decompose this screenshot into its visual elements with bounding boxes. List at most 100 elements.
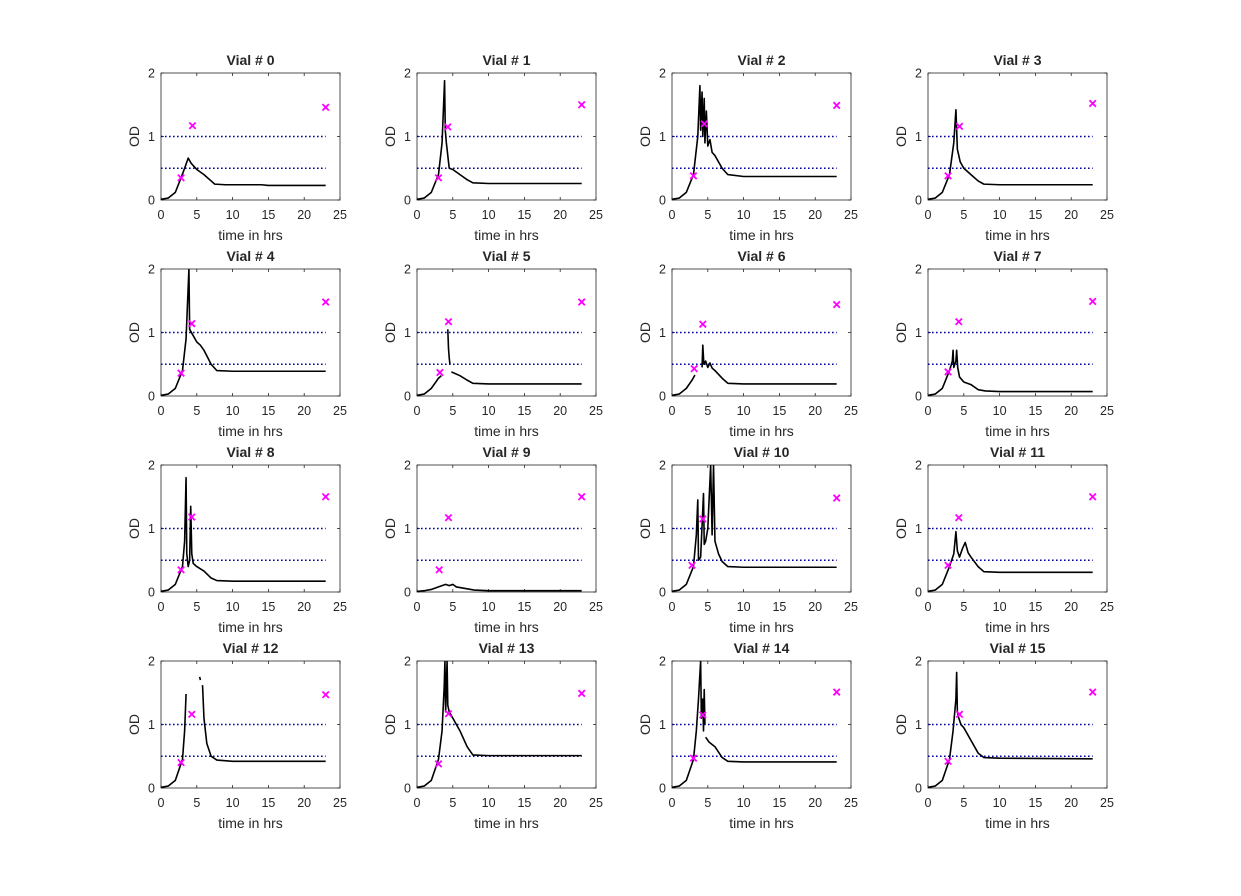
x-tick-label: 20 bbox=[1064, 600, 1078, 614]
y-tick-label: 2 bbox=[404, 263, 411, 277]
y-axis-label: OD bbox=[893, 322, 909, 343]
y-tick-label: 2 bbox=[404, 67, 411, 81]
x-tick-label: 5 bbox=[193, 208, 200, 222]
x-tick-label: 15 bbox=[261, 796, 275, 810]
x-tick-label: 25 bbox=[589, 404, 603, 418]
od-curve bbox=[161, 269, 326, 396]
data-marker bbox=[444, 513, 453, 522]
y-tick-label: 0 bbox=[659, 782, 666, 796]
subplot-5: 0 5 10 15 20 25 0 1 2 Vial # 5 time in hrs OD bbox=[382, 248, 603, 439]
x-tick-label: 0 bbox=[669, 404, 676, 418]
x-tick-label: 5 bbox=[704, 404, 711, 418]
subplot-title: Vial # 7 bbox=[993, 248, 1041, 264]
y-tick-label: 1 bbox=[148, 326, 155, 340]
x-axis-label: time in hrs bbox=[474, 815, 539, 831]
x-tick-label: 15 bbox=[772, 796, 786, 810]
x-tick-label: 20 bbox=[808, 208, 822, 222]
subplot-1: 0 5 10 15 20 25 0 1 2 Vial # 1 time in hrs OD bbox=[382, 52, 603, 243]
data-marker bbox=[944, 368, 952, 376]
x-tick-label: 25 bbox=[1100, 600, 1114, 614]
x-tick-label: 10 bbox=[993, 404, 1007, 418]
x-axis-label: time in hrs bbox=[729, 423, 794, 439]
data-marker bbox=[690, 364, 699, 373]
x-tick-label: 0 bbox=[669, 796, 676, 810]
data-marker bbox=[436, 368, 444, 377]
y-tick-label: 0 bbox=[659, 586, 666, 600]
y-tick-label: 1 bbox=[659, 718, 666, 732]
x-tick-label: 20 bbox=[297, 208, 311, 222]
x-tick-label: 25 bbox=[333, 600, 347, 614]
y-tick-label: 0 bbox=[404, 782, 411, 796]
data-marker bbox=[832, 300, 841, 309]
y-axis-label: OD bbox=[637, 518, 653, 539]
od-curve bbox=[672, 465, 837, 592]
x-tick-label: 25 bbox=[1100, 208, 1114, 222]
y-axis-label: OD bbox=[382, 126, 398, 147]
subplot-title: Vial # 2 bbox=[737, 52, 785, 68]
x-tick-label: 10 bbox=[993, 600, 1007, 614]
x-tick-label: 0 bbox=[414, 796, 421, 810]
x-tick-label: 0 bbox=[158, 600, 165, 614]
data-marker bbox=[321, 298, 330, 306]
y-tick-label: 2 bbox=[404, 459, 411, 473]
subplot-title: Vial # 0 bbox=[226, 52, 274, 68]
y-axis-label: OD bbox=[893, 714, 909, 735]
x-tick-label: 25 bbox=[844, 404, 858, 418]
y-tick-label: 0 bbox=[148, 586, 155, 600]
y-tick-label: 2 bbox=[404, 655, 411, 669]
subplot-title: Vial # 4 bbox=[226, 248, 274, 264]
x-tick-label: 20 bbox=[553, 796, 567, 810]
x-axis-label: time in hrs bbox=[218, 227, 283, 243]
x-axis-label: time in hrs bbox=[985, 423, 1050, 439]
od-curve bbox=[928, 349, 1093, 396]
y-tick-label: 2 bbox=[915, 67, 922, 81]
od-curve bbox=[928, 530, 1093, 592]
od-curve bbox=[417, 583, 582, 592]
data-marker bbox=[187, 319, 196, 328]
data-marker bbox=[434, 173, 443, 182]
y-tick-label: 1 bbox=[148, 718, 155, 732]
subplot-7: 0 5 10 15 20 25 0 1 2 Vial # 7 time in hrs OD bbox=[893, 248, 1114, 439]
y-tick-label: 1 bbox=[148, 130, 155, 144]
subplot-title: Vial # 12 bbox=[223, 640, 279, 656]
y-tick-label: 0 bbox=[915, 194, 922, 208]
x-tick-label: 10 bbox=[482, 600, 496, 614]
data-marker bbox=[177, 758, 185, 767]
od-curve bbox=[704, 736, 837, 763]
data-marker bbox=[1088, 99, 1097, 108]
y-tick-label: 1 bbox=[659, 522, 666, 536]
data-marker bbox=[832, 101, 841, 110]
x-tick-label: 25 bbox=[589, 600, 603, 614]
x-tick-label: 20 bbox=[808, 796, 822, 810]
x-tick-label: 0 bbox=[925, 208, 932, 222]
od-curve bbox=[161, 157, 326, 200]
subplot-13: 0 5 10 15 20 25 0 1 2 Vial # 13 time in hrs OD bbox=[382, 640, 603, 831]
subplot-8: 0 5 10 15 20 25 0 1 2 Vial # 8 time in hrs OD bbox=[126, 444, 347, 635]
x-tick-label: 5 bbox=[449, 796, 456, 810]
data-marker bbox=[577, 492, 586, 501]
subplot-11: 0 5 10 15 20 25 0 1 2 Vial # 11 time in hrs OD bbox=[893, 444, 1114, 635]
data-marker bbox=[1088, 688, 1097, 696]
x-tick-label: 0 bbox=[925, 404, 932, 418]
x-tick-label: 0 bbox=[925, 796, 932, 810]
x-tick-label: 20 bbox=[297, 404, 311, 418]
x-tick-label: 20 bbox=[553, 600, 567, 614]
x-tick-label: 10 bbox=[226, 208, 240, 222]
y-tick-label: 1 bbox=[148, 522, 155, 536]
x-tick-label: 20 bbox=[1064, 796, 1078, 810]
x-tick-label: 0 bbox=[925, 600, 932, 614]
subplot-title: Vial # 9 bbox=[482, 444, 530, 460]
data-marker bbox=[954, 513, 963, 522]
x-axis-label: time in hrs bbox=[729, 227, 794, 243]
x-tick-label: 10 bbox=[993, 208, 1007, 222]
x-tick-label: 20 bbox=[1064, 208, 1078, 222]
data-marker bbox=[434, 760, 443, 768]
subplot-9: 0 5 10 15 20 25 0 1 2 Vial # 9 time in hrs OD bbox=[382, 444, 603, 635]
x-tick-label: 5 bbox=[704, 796, 711, 810]
y-axis-label: OD bbox=[126, 518, 142, 539]
data-marker bbox=[188, 121, 197, 130]
x-tick-label: 15 bbox=[772, 600, 786, 614]
y-tick-label: 1 bbox=[915, 326, 922, 340]
data-marker bbox=[832, 494, 841, 502]
x-tick-label: 5 bbox=[449, 600, 456, 614]
